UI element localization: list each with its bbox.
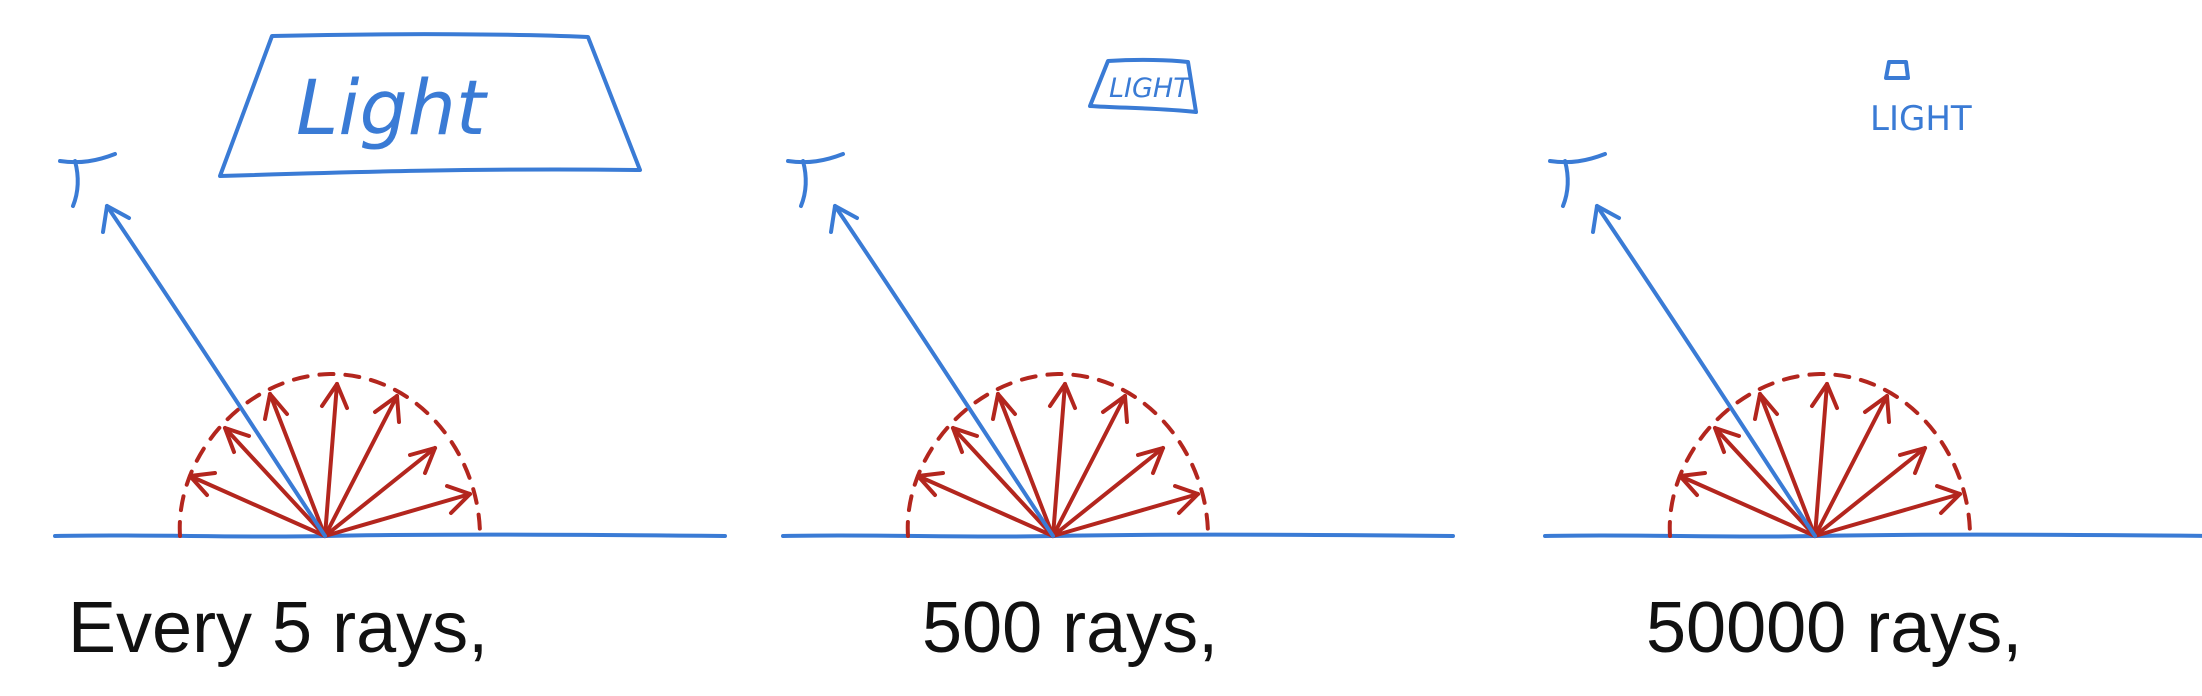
panel-3: LIGHT [1543, 60, 2202, 539]
light-label: LIGHT [1109, 73, 1192, 104]
panel-1: Light [53, 32, 727, 539]
caption-panel-1: Every 5 rays, [68, 588, 489, 668]
light-label: Light [296, 63, 489, 152]
caption-panel-3: 50000 rays, [1646, 588, 2023, 668]
light-source-shape [218, 32, 642, 178]
light-label: LIGHT [1870, 99, 1972, 139]
light-source-shape [1088, 57, 1198, 114]
panel-2: LIGHT [781, 57, 1455, 539]
light-source-shape [1884, 60, 1910, 80]
caption-panel-2: 500 rays, [922, 588, 1219, 668]
